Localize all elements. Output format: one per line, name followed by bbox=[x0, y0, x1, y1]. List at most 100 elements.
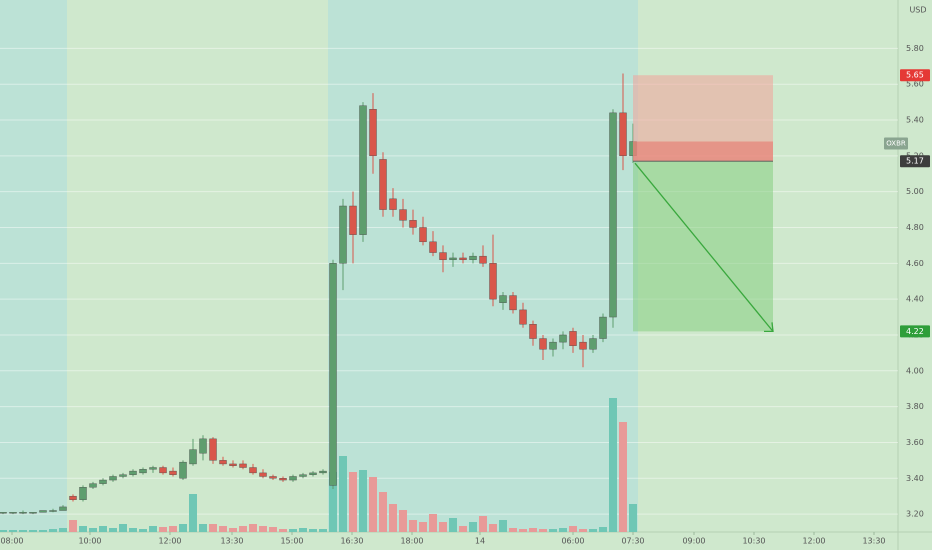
candle-body bbox=[9, 512, 17, 514]
candle-body bbox=[19, 512, 27, 514]
volume-bar bbox=[529, 528, 537, 532]
y-tick-label: 3.80 bbox=[906, 402, 924, 411]
candle-body bbox=[319, 470, 327, 474]
x-tick-label: 12:00 bbox=[802, 537, 825, 546]
candle-body bbox=[219, 460, 227, 465]
symbol-tag-box bbox=[884, 137, 908, 150]
candle-body bbox=[159, 467, 167, 474]
y-tick-label: 4.00 bbox=[906, 366, 924, 375]
volume-bar bbox=[169, 526, 177, 532]
volume-bar bbox=[379, 492, 387, 532]
candle-body bbox=[69, 495, 77, 500]
x-tick-label: 09:00 bbox=[682, 537, 705, 546]
price-label-box bbox=[900, 155, 930, 168]
volume-bar bbox=[459, 526, 467, 532]
candle-body bbox=[119, 474, 127, 477]
x-tick-label: 13:30 bbox=[862, 537, 885, 546]
volume-bar bbox=[29, 530, 37, 532]
candle-body bbox=[0, 512, 7, 514]
candle-body bbox=[199, 438, 207, 454]
candle-body bbox=[409, 220, 417, 228]
volume-bar bbox=[369, 477, 377, 532]
candle-body bbox=[209, 438, 217, 461]
session-band bbox=[0, 0, 67, 532]
volume-bar bbox=[259, 526, 267, 532]
candle-body bbox=[329, 263, 337, 486]
volume-bar bbox=[579, 529, 587, 532]
candle-body bbox=[589, 338, 597, 350]
candle-body bbox=[369, 109, 377, 157]
candle-body bbox=[619, 112, 627, 157]
volume-bar bbox=[269, 527, 277, 532]
candle-body bbox=[419, 227, 427, 243]
volume-bar bbox=[359, 470, 367, 532]
x-tick-label: 07:30 bbox=[621, 537, 644, 546]
candle-body bbox=[259, 472, 267, 477]
volume-bar bbox=[289, 529, 297, 532]
symbol-tag: OXBR bbox=[886, 140, 906, 148]
currency-label: USD bbox=[909, 6, 926, 15]
volume-bar bbox=[99, 526, 107, 532]
candle-body bbox=[49, 510, 57, 512]
volume-bar bbox=[389, 504, 397, 532]
volume-bar bbox=[9, 530, 17, 532]
volume-bar bbox=[179, 524, 187, 532]
price-label: 5.17 bbox=[906, 157, 924, 166]
price-label: 4.22 bbox=[906, 327, 924, 336]
candle-body bbox=[89, 483, 97, 488]
trend-arrow bbox=[634, 162, 774, 332]
x-tick-label: 15:00 bbox=[280, 537, 303, 546]
volume-bar bbox=[299, 528, 307, 532]
volume-bar bbox=[239, 526, 247, 532]
candle-body bbox=[339, 205, 347, 264]
volume-bar bbox=[599, 527, 607, 532]
candle-body bbox=[269, 476, 277, 479]
volume-bar bbox=[409, 520, 417, 532]
volume-bar bbox=[629, 504, 637, 532]
candle-body bbox=[439, 252, 447, 260]
volume-bar bbox=[479, 516, 487, 532]
x-tick-label: 18:00 bbox=[400, 537, 423, 546]
volume-bar bbox=[89, 528, 97, 532]
candle-body bbox=[129, 470, 137, 475]
candle-body bbox=[609, 112, 617, 318]
volume-bar bbox=[499, 520, 507, 532]
volume-bar bbox=[429, 514, 437, 532]
y-tick-label: 5.80 bbox=[906, 44, 924, 53]
candle-body bbox=[289, 476, 297, 481]
candle-body bbox=[59, 506, 67, 511]
candle-body bbox=[389, 198, 397, 210]
candle-body bbox=[279, 478, 287, 481]
x-tick-label: 10:30 bbox=[742, 537, 765, 546]
y-tick-label: 3.20 bbox=[906, 510, 924, 519]
x-tick-label: 06:00 bbox=[561, 537, 584, 546]
volume-bar bbox=[109, 528, 117, 532]
x-tick-label: 13:30 bbox=[220, 537, 243, 546]
volume-bar bbox=[189, 494, 197, 532]
candle-body bbox=[139, 469, 147, 474]
candle-body bbox=[579, 341, 587, 350]
volume-bar bbox=[469, 522, 477, 532]
candle-body bbox=[559, 334, 567, 343]
candle-body bbox=[529, 324, 537, 339]
price-label-box bbox=[900, 69, 930, 82]
volume-bar bbox=[79, 526, 87, 532]
candle-body bbox=[569, 331, 577, 346]
candle-body bbox=[399, 209, 407, 221]
volume-bar bbox=[249, 524, 257, 532]
candle-body bbox=[499, 295, 507, 303]
volume-bar bbox=[229, 528, 237, 532]
candle-body bbox=[189, 449, 197, 465]
y-tick-label: 5.40 bbox=[906, 116, 924, 125]
candle-body bbox=[249, 467, 257, 474]
volume-bar bbox=[439, 522, 447, 532]
arrow-head bbox=[764, 322, 774, 333]
candle-body bbox=[549, 341, 557, 350]
candle-body bbox=[179, 461, 187, 479]
candle-body bbox=[479, 255, 487, 264]
candle-body bbox=[29, 512, 37, 514]
candle-body bbox=[379, 159, 387, 210]
volume-bar bbox=[219, 526, 227, 532]
volume-bar bbox=[149, 526, 157, 532]
candle-body bbox=[309, 472, 317, 475]
